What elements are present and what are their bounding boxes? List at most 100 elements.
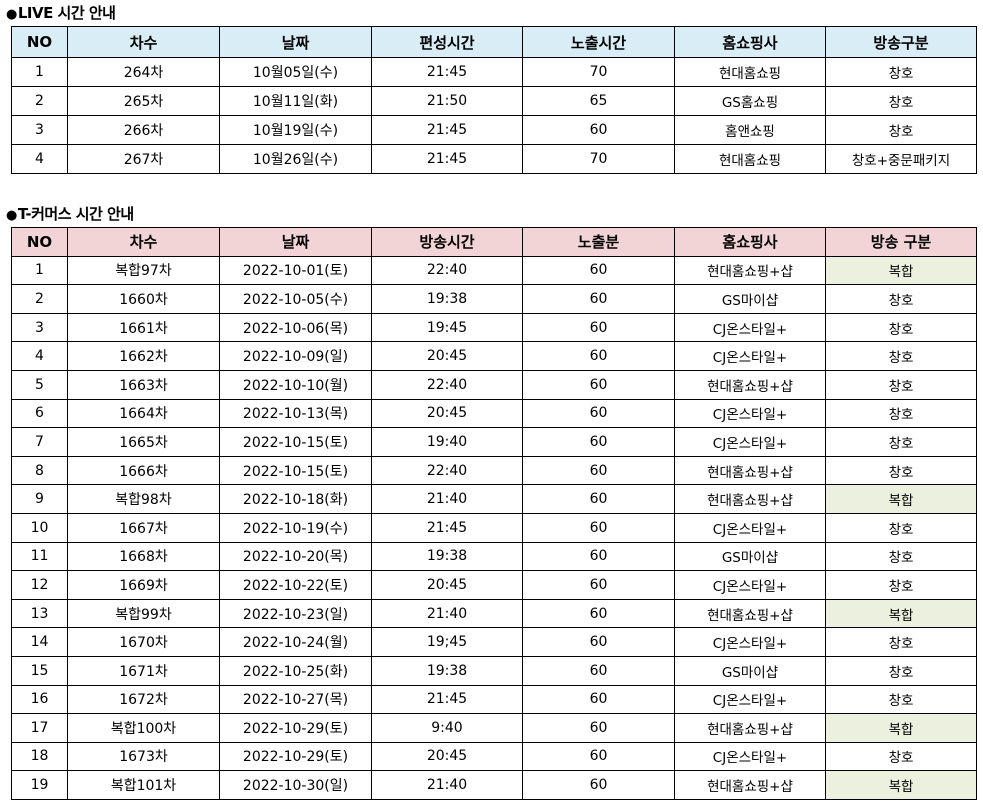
tcommerce-table-row: 3 1661차 2022-10-06(목) 19:45 60 CJ온스타일+ 창호 bbox=[11, 312, 977, 343]
cell-shop: CJ온스타일+ bbox=[674, 312, 826, 343]
cell-cha: 복합101차 bbox=[67, 770, 220, 800]
cell-date: 2022-10-15(토) bbox=[219, 427, 372, 457]
cell-shop: CJ온스타일+ bbox=[674, 627, 826, 657]
cell-shop: CJ온스타일+ bbox=[674, 341, 826, 371]
header-no: NO bbox=[11, 26, 68, 58]
cell-shop: 현대홈쇼핑+샵 bbox=[674, 455, 826, 486]
cell-exposure: 60 bbox=[522, 255, 675, 286]
header-cha: 차수 bbox=[67, 26, 220, 58]
cell-no: 4 bbox=[11, 341, 68, 371]
cell-date: 2022-10-27(목) bbox=[219, 684, 372, 715]
cell-cha: 복합100차 bbox=[67, 713, 220, 743]
tcommerce-table-row: 15 1671차 2022-10-25(화) 19:38 60 GS마이샵 창호 bbox=[11, 655, 977, 686]
header-shop: 홈쇼핑사 bbox=[674, 26, 826, 58]
cell-shop: GS마이샵 bbox=[674, 541, 826, 572]
cell-exposure: 60 bbox=[522, 512, 675, 543]
cell-shop: CJ온스타일+ bbox=[674, 427, 826, 457]
cell-shop: GS홈쇼핑 bbox=[674, 86, 826, 116]
tcommerce-table-row: 14 1670차 2022-10-24(월) 19;45 60 CJ온스타일+ 창호 bbox=[11, 627, 977, 657]
cell-cha: 1672차 bbox=[67, 684, 220, 715]
cell-time: 21:45 bbox=[371, 115, 523, 145]
cell-time: 19;45 bbox=[371, 627, 523, 657]
cell-cha: 267차 bbox=[67, 144, 220, 174]
header-type: 방송 구분 bbox=[825, 227, 977, 257]
cell-type: 창호 bbox=[825, 627, 977, 657]
cell-shop: 현대홈쇼핑+샵 bbox=[674, 770, 826, 800]
cell-cha: 1668차 bbox=[67, 541, 220, 572]
cell-date: 2022-10-09(일) bbox=[219, 341, 372, 371]
tcommerce-section-title: ●T-커머스 시간 안내 bbox=[6, 205, 134, 225]
cell-no: 14 bbox=[11, 627, 68, 657]
cell-exposure: 65 bbox=[522, 86, 675, 116]
cell-cha: 복합99차 bbox=[67, 598, 220, 629]
cell-type: 창호 bbox=[825, 398, 977, 429]
cell-exposure: 60 bbox=[522, 541, 675, 572]
cell-date: 2022-10-29(토) bbox=[219, 741, 372, 772]
cell-no: 5 bbox=[11, 369, 68, 400]
cell-exposure: 60 bbox=[522, 284, 675, 314]
live-table-row: 2 265차 10월11일(화) 21:50 65 GS홈쇼핑 창호 bbox=[11, 86, 977, 116]
cell-date: 2022-10-29(토) bbox=[219, 713, 372, 743]
cell-time: 22:40 bbox=[371, 369, 523, 400]
cell-type: 창호 bbox=[825, 86, 977, 116]
cell-shop: 홈앤쇼핑 bbox=[674, 115, 826, 145]
cell-time: 19:38 bbox=[371, 284, 523, 314]
live-schedule-table: NO 차수 날짜 편성시간 노출시간 홈쇼핑사 방송구분 1 264차 10월05일… bbox=[11, 26, 977, 174]
cell-cha: 1664차 bbox=[67, 398, 220, 429]
cell-no: 11 bbox=[11, 541, 68, 572]
cell-date: 2022-10-22(토) bbox=[219, 570, 372, 600]
cell-time: 21:40 bbox=[371, 598, 523, 629]
tcommerce-table-row: 9 복합98차 2022-10-18(화) 21:40 60 현대홈쇼핑+샵 복합 bbox=[11, 484, 977, 514]
tcommerce-table-row: 13 복합99차 2022-10-23(일) 21:40 60 현대홈쇼핑+샵 복합 bbox=[11, 598, 977, 629]
cell-date: 2022-10-24(월) bbox=[219, 627, 372, 657]
cell-exposure: 70 bbox=[522, 144, 675, 174]
tcommerce-table-row: 2 1660차 2022-10-05(수) 19:38 60 GS마이샵 창호 bbox=[11, 284, 977, 314]
cell-type: 창호 bbox=[825, 570, 977, 600]
header-exposure: 노출분 bbox=[522, 227, 675, 257]
cell-shop: 현대홈쇼핑+샵 bbox=[674, 598, 826, 629]
cell-type: 창호 bbox=[825, 684, 977, 715]
tcommerce-table-row: 10 1667차 2022-10-19(수) 21:45 60 CJ온스타일+ 창호 bbox=[11, 512, 977, 543]
cell-shop: CJ온스타일+ bbox=[674, 684, 826, 715]
cell-date: 2022-10-20(목) bbox=[219, 541, 372, 572]
cell-exposure: 60 bbox=[522, 341, 675, 371]
cell-time: 21:45 bbox=[371, 684, 523, 715]
cell-no: 13 bbox=[11, 598, 68, 629]
cell-time: 21:40 bbox=[371, 484, 523, 514]
cell-no: 6 bbox=[11, 398, 68, 429]
cell-cha: 1663차 bbox=[67, 369, 220, 400]
cell-time: 20:45 bbox=[371, 570, 523, 600]
cell-shop: CJ온스타일+ bbox=[674, 398, 826, 429]
cell-type: 창호 bbox=[825, 741, 977, 772]
cell-time: 9:40 bbox=[371, 713, 523, 743]
cell-date: 2022-10-23(일) bbox=[219, 598, 372, 629]
cell-cha: 1667차 bbox=[67, 512, 220, 543]
cell-date: 2022-10-15(토) bbox=[219, 455, 372, 486]
cell-cha: 1665차 bbox=[67, 427, 220, 457]
live-header-row: NO 차수 날짜 편성시간 노출시간 홈쇼핑사 방송구분 bbox=[11, 26, 977, 58]
cell-type: 복합 bbox=[825, 770, 977, 800]
cell-type: 복합 bbox=[825, 713, 977, 743]
cell-exposure: 60 bbox=[522, 427, 675, 457]
cell-shop: 현대홈쇼핑+샵 bbox=[674, 713, 826, 743]
cell-date: 2022-10-05(수) bbox=[219, 284, 372, 314]
cell-shop: 현대홈쇼핑+샵 bbox=[674, 369, 826, 400]
cell-no: 18 bbox=[11, 741, 68, 772]
cell-time: 21:45 bbox=[371, 512, 523, 543]
cell-time: 19:38 bbox=[371, 541, 523, 572]
header-time: 방송시간 bbox=[371, 227, 523, 257]
cell-cha: 264차 bbox=[67, 57, 220, 87]
cell-date: 2022-10-13(목) bbox=[219, 398, 372, 429]
header-exposure: 노출시간 bbox=[522, 26, 675, 58]
live-section-title: ●LIVE 시간 안내 bbox=[6, 4, 116, 24]
cell-no: 2 bbox=[11, 86, 68, 116]
cell-no: 7 bbox=[11, 427, 68, 457]
cell-type: 복합 bbox=[825, 484, 977, 514]
cell-no: 2 bbox=[11, 284, 68, 314]
cell-cha: 1670차 bbox=[67, 627, 220, 657]
cell-type: 복합 bbox=[825, 255, 977, 286]
tcommerce-schedule-table: NO 차수 날짜 방송시간 노출분 홈쇼핑사 방송 구분 1 복합97차 2022-… bbox=[11, 227, 977, 800]
cell-shop: CJ온스타일+ bbox=[674, 570, 826, 600]
cell-date: 2022-10-18(화) bbox=[219, 484, 372, 514]
cell-shop: CJ온스타일+ bbox=[674, 512, 826, 543]
